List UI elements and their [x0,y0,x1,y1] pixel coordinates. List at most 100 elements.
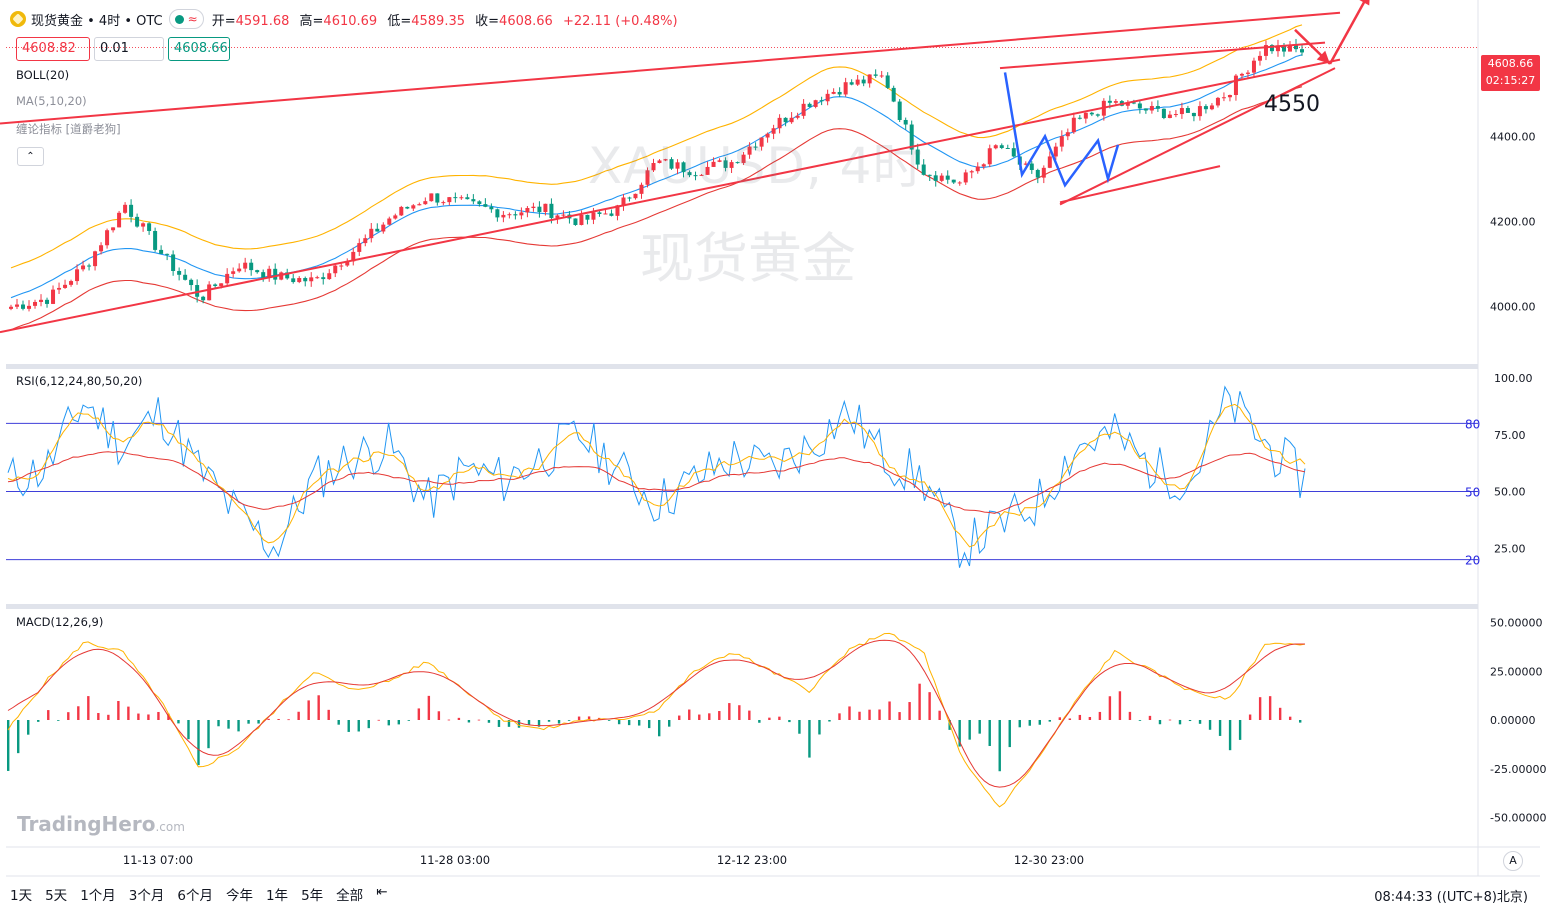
timezone-clock[interactable]: 08:44:33 ((UTC+8)北京) [1374,890,1528,905]
macd-histogram-bar [337,720,340,725]
macd-histogram-bar [307,700,310,720]
macd-legend[interactable]: MACD(12,26,9) [16,615,104,629]
candle-body [489,206,494,210]
candle-body [87,265,92,267]
candle-body [459,197,464,199]
candle-body [1221,97,1226,99]
buy-price-button[interactable]: 4608.66 [168,37,230,61]
market-status-pill[interactable]: ≈ [168,9,204,29]
candle-body [909,124,914,150]
ma-legend[interactable]: MA(5,10,20) [16,94,87,108]
high-value: 4610.69 [323,13,378,29]
macd-histogram-bar [1098,711,1102,720]
candle-body [105,230,110,246]
timeframe-5y[interactable]: 5年 [301,888,324,904]
candle-body [753,146,758,148]
candle-body [951,179,956,183]
macd-histogram-bar [1048,720,1052,722]
candle-body [465,197,470,200]
candle-body [903,119,908,125]
candle-body [501,214,506,218]
macd-histogram-bar [217,720,220,727]
rsi-tick-label: 75.00 [1494,429,1526,442]
macd-histogram-bar [47,710,50,720]
candle-body [933,175,938,181]
macd-histogram-bar [547,720,551,722]
collapse-legend-button[interactable]: ⌃ [17,147,44,166]
candle-body [693,175,698,177]
macd-histogram-bar [187,720,190,740]
candle-body [897,101,902,120]
timeframe-ytd[interactable]: 今年 [225,888,253,904]
candle-body [39,299,44,302]
candle-body [1251,60,1256,73]
timeframe-3m[interactable]: 3个月 [128,888,165,904]
chan-legend[interactable]: 缠论指标 [道爵老狗] [16,122,121,136]
auto-scale-button[interactable]: A [1503,851,1523,871]
rsi-12-line [7,403,1306,548]
candle-body [1281,45,1286,52]
candle-body [1047,156,1052,168]
sell-price-button[interactable]: 4608.82 [16,37,90,61]
panel-divider-1 [6,364,1478,369]
candle-body [1197,106,1202,117]
rsi-legend[interactable]: RSI(6,12,24,80,50,20) [16,374,143,388]
candle-body [759,137,764,147]
spread-field[interactable]: 0.01 [94,37,164,61]
macd-histogram-bar [197,720,200,766]
candle-body [633,193,638,199]
candle-body [231,271,236,274]
timeframe-1m[interactable]: 1个月 [80,888,116,904]
boll-legend[interactable]: BOLL(20) [16,68,70,82]
candle-body [813,100,818,107]
macd-histogram-bar [7,720,10,771]
date-range-icon[interactable]: ⇤ [376,884,388,900]
macd-histogram-bar [587,716,591,720]
candle-body [705,166,710,175]
candle-body [1245,72,1250,74]
macd-histogram-bar [748,710,751,720]
macd-histogram-bar [858,711,861,720]
candle-body [681,162,686,173]
candle-body [945,175,950,180]
candle-body [627,197,632,199]
macd-histogram-bar [768,717,771,720]
macd-histogram-bar [617,720,621,725]
candle-body [243,262,248,269]
timeframe-1y[interactable]: 1年 [265,888,289,904]
trend-line [0,11,1341,125]
macd-histogram-bar [828,720,831,722]
macd-histogram-bar [317,695,320,720]
timeframe-5d[interactable]: 5天 [45,888,68,904]
candle-body [783,117,788,123]
timeframe-all[interactable]: 全部 [336,888,364,904]
candle-body [177,270,182,275]
macd-histogram-bar [668,720,671,727]
candle-body [357,243,362,252]
time-tick-label: 11-28 03:00 [420,853,490,867]
time-tick-label: 12-12 23:00 [717,853,787,867]
timeframe-6m[interactable]: 6个月 [177,888,213,904]
macd-histogram-bar [637,720,641,726]
macd-histogram-bar [898,712,901,720]
macd-histogram-bar [918,683,921,720]
candle-body [15,304,20,307]
target-price-annotation[interactable]: 4550 [1264,92,1320,117]
candle-body [969,171,974,173]
candle-body [1161,108,1166,119]
candle-body [1275,45,1280,52]
candle-body [1113,101,1118,103]
timeframe-1d[interactable]: 1天 [10,888,33,904]
macd-histogram-bar [407,720,411,721]
symbol-title[interactable]: 现货黄金 • 4时 • OTC [31,13,163,29]
candle-body [699,174,704,176]
candle-body [1143,108,1148,111]
macd-tick-label: 0.00000 [1490,714,1536,727]
macd-histogram-bar [1198,720,1202,724]
macd-histogram-bar [647,720,651,729]
macd-dea-line [7,639,1305,788]
candle-body [561,214,566,216]
macd-histogram-bar [527,720,531,725]
macd-histogram-bar [347,720,350,732]
